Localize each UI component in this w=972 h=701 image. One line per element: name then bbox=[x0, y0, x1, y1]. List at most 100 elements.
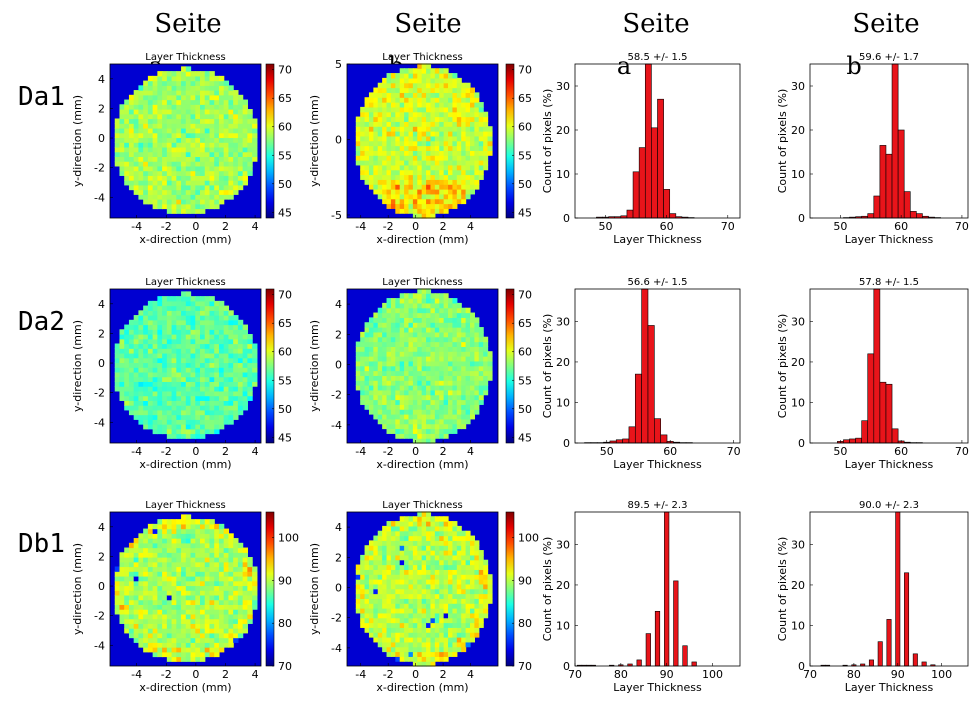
heatmap-cell bbox=[430, 583, 436, 590]
heatmap-cell bbox=[408, 126, 414, 132]
heatmap-cell bbox=[395, 375, 401, 381]
heatmap-cell bbox=[483, 593, 489, 599]
heatmap-cell bbox=[181, 390, 187, 397]
heatmap-cell bbox=[421, 203, 427, 209]
heatmap-cell bbox=[209, 386, 215, 392]
heatmap-cell bbox=[147, 604, 154, 610]
y-axis-label: y-direction (mm) bbox=[308, 543, 321, 635]
heatmap-cell bbox=[417, 550, 423, 556]
histogram-bars bbox=[596, 63, 695, 219]
heatmap-cell bbox=[218, 561, 225, 568]
heatmap-cell bbox=[470, 360, 475, 367]
heatmap-cell bbox=[461, 603, 467, 609]
heatmap-cell bbox=[181, 395, 187, 401]
heatmap-cell bbox=[143, 109, 149, 115]
heatmap-cell bbox=[157, 338, 163, 345]
heatmap-cell bbox=[452, 87, 458, 93]
heatmap-cell bbox=[200, 651, 206, 658]
heatmap-cell bbox=[143, 390, 149, 397]
heatmap-cell bbox=[200, 433, 206, 439]
heatmap-cell bbox=[195, 599, 201, 605]
heatmap-cell bbox=[128, 184, 135, 191]
heatmap-cell bbox=[162, 113, 168, 120]
heatmap-cell bbox=[214, 90, 220, 96]
heatmap-cell bbox=[373, 179, 379, 185]
heatmap-cell bbox=[124, 170, 130, 176]
heatmap-cell bbox=[237, 613, 244, 620]
heatmap-cell bbox=[434, 385, 440, 391]
colorbar-tick-label: 50 bbox=[278, 403, 292, 416]
heatmap-cell bbox=[456, 414, 462, 420]
heatmap-cell bbox=[181, 338, 187, 345]
heatmap-cell bbox=[434, 525, 440, 532]
heatmap-cell bbox=[355, 385, 361, 391]
heatmap-cell bbox=[474, 121, 480, 127]
y-axis-label: y-direction (mm) bbox=[308, 95, 321, 187]
heatmap-cell bbox=[247, 609, 253, 615]
heatmap-cell bbox=[152, 575, 158, 582]
heatmap-cell bbox=[176, 161, 182, 167]
heatmap-cell bbox=[360, 612, 366, 619]
heatmap-cell bbox=[214, 199, 220, 205]
heatmap-cell bbox=[128, 395, 135, 401]
heatmap-cell bbox=[430, 356, 436, 362]
heatmap-cell bbox=[223, 400, 230, 406]
heatmap-cell bbox=[157, 371, 163, 378]
heatmap-cell bbox=[204, 156, 211, 162]
heatmap-cell bbox=[252, 594, 258, 601]
heatmap-cell bbox=[426, 131, 432, 137]
heatmap-cell bbox=[478, 341, 484, 347]
heatmap-cell bbox=[162, 315, 168, 321]
heatmap-cell bbox=[390, 521, 396, 527]
heatmap-cell bbox=[448, 106, 454, 113]
heatmap-cell bbox=[181, 66, 187, 72]
heatmap-cell bbox=[185, 338, 192, 345]
heatmap-cell bbox=[138, 352, 144, 359]
heatmap-cell bbox=[218, 381, 225, 387]
heatmap-cell bbox=[461, 346, 467, 352]
heatmap-cell bbox=[474, 164, 480, 171]
heatmap-cell bbox=[242, 367, 248, 373]
heatmap-cell bbox=[195, 352, 201, 359]
heatmap-cell bbox=[439, 574, 445, 580]
y-tick-label: -4 bbox=[94, 191, 105, 204]
heatmap-cell bbox=[223, 170, 230, 176]
heatmap-cell bbox=[166, 156, 173, 162]
heatmap-cell bbox=[176, 146, 182, 153]
heatmap-cell bbox=[166, 552, 173, 558]
heatmap-cell bbox=[408, 184, 414, 190]
heatmap-cell bbox=[439, 370, 445, 376]
heatmap-cell bbox=[426, 73, 432, 79]
heatmap-cell bbox=[364, 121, 370, 127]
heatmap-cell bbox=[171, 175, 177, 181]
heatmap-cell bbox=[200, 203, 206, 210]
heatmap-cell bbox=[190, 651, 196, 658]
heatmap-cell bbox=[443, 593, 449, 599]
heatmap-cell bbox=[478, 588, 484, 595]
heatmap-cell bbox=[185, 613, 192, 620]
heatmap-cell bbox=[133, 127, 140, 134]
heatmap-cell bbox=[395, 627, 401, 633]
heatmap-cell bbox=[133, 94, 140, 101]
heatmap-cell bbox=[185, 175, 192, 181]
heatmap-cell bbox=[399, 198, 405, 205]
heatmap-cell bbox=[185, 199, 192, 205]
heatmap-cell bbox=[483, 603, 489, 609]
heatmap-cell bbox=[434, 656, 440, 662]
heatmap-cell bbox=[377, 632, 383, 638]
heatmap-cell bbox=[461, 617, 467, 624]
heatmap-cell bbox=[478, 583, 484, 590]
heatmap-cell bbox=[434, 535, 440, 541]
heatmap-cell bbox=[421, 150, 427, 156]
heatmap-cell bbox=[228, 390, 234, 397]
heatmap-cell bbox=[166, 428, 173, 435]
heatmap-cell bbox=[408, 564, 414, 570]
heatmap-cell bbox=[138, 371, 144, 378]
heatmap-cell bbox=[368, 380, 374, 386]
heatmap-cell bbox=[190, 199, 196, 205]
heatmap-cell bbox=[195, 362, 201, 368]
heatmap-cell bbox=[373, 322, 379, 328]
heatmap-cell bbox=[412, 87, 418, 93]
heatmap-cell bbox=[364, 97, 370, 103]
heatmap-cell bbox=[417, 121, 423, 127]
